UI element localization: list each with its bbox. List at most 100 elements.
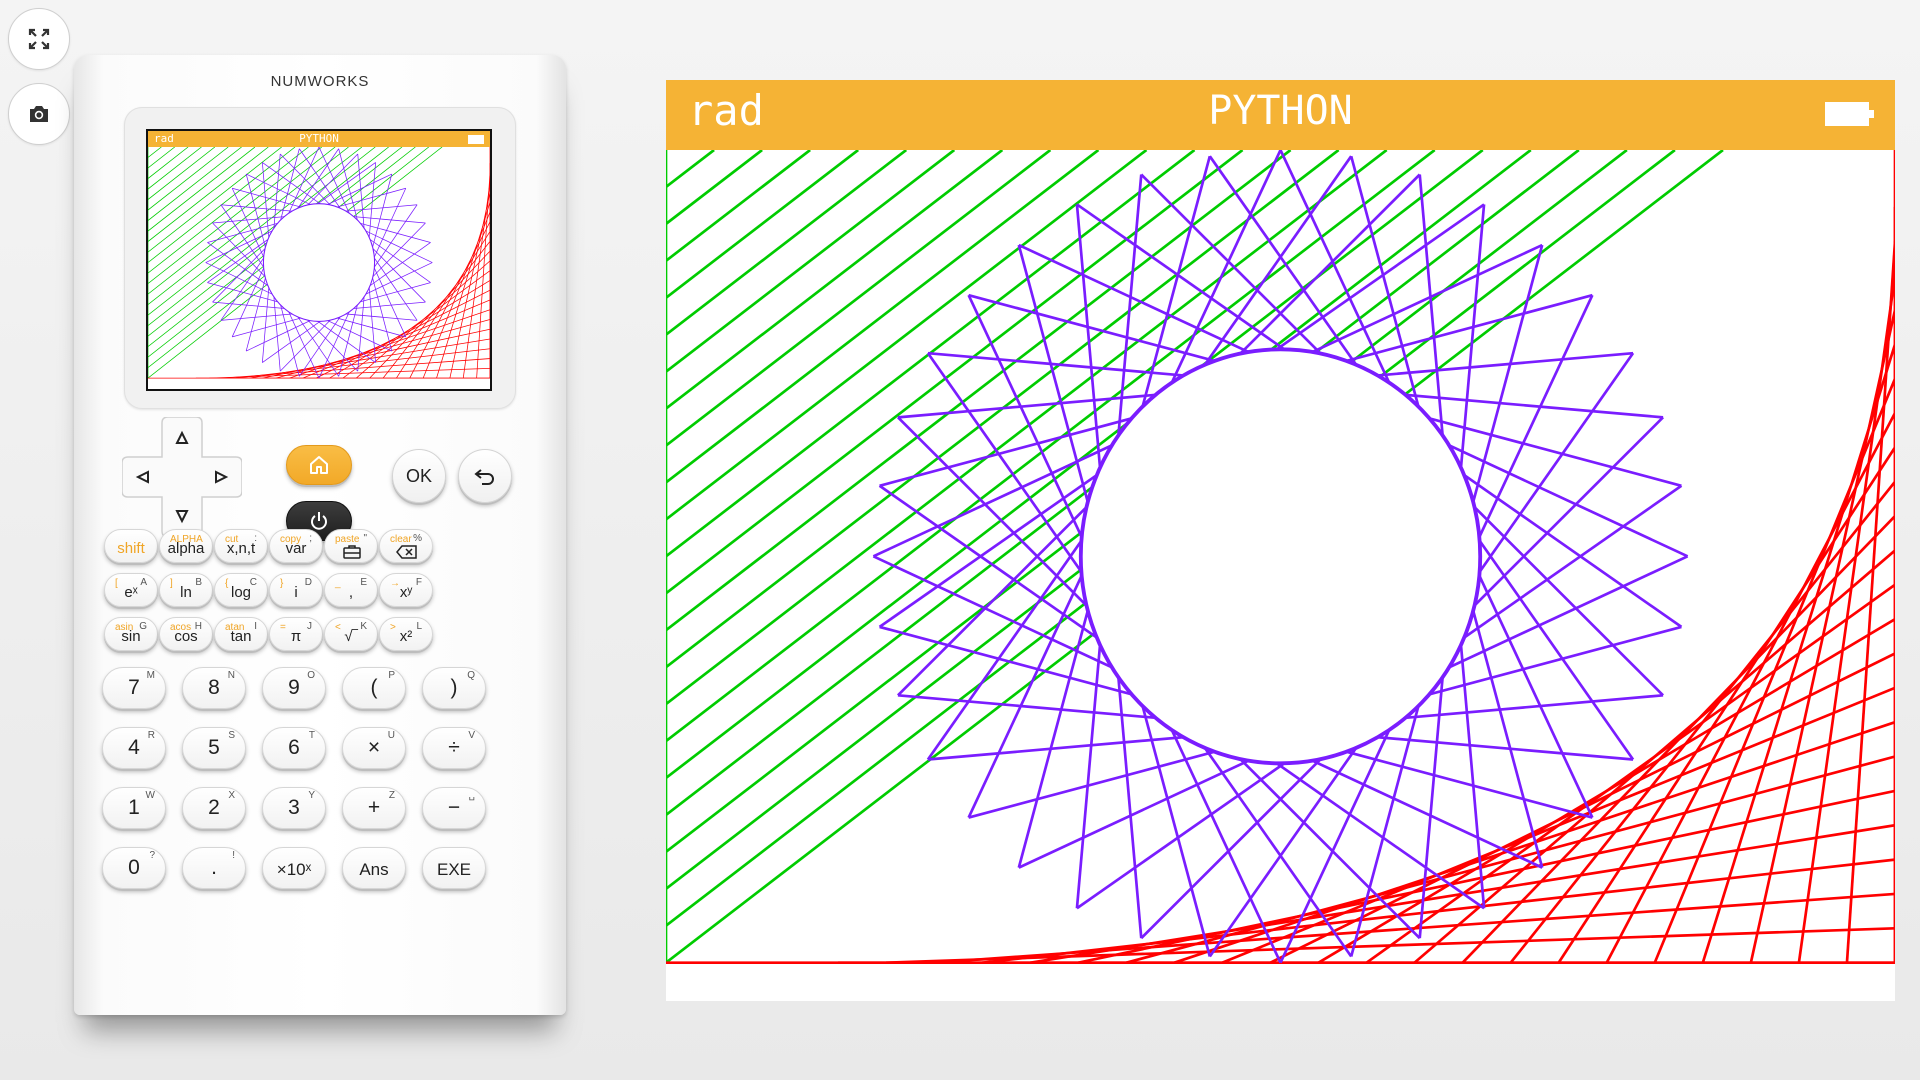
key-alt-label: B bbox=[195, 577, 202, 588]
key-1-4[interactable]: _ E, bbox=[324, 573, 378, 607]
red-line bbox=[382, 241, 490, 379]
key-alt-label: P bbox=[388, 670, 395, 681]
key-alt-label: ; bbox=[309, 533, 312, 544]
green-line bbox=[666, 150, 1292, 632]
key-0-4[interactable]: paste " bbox=[324, 529, 378, 563]
ok-label: OK bbox=[405, 465, 432, 486]
calculator: NUMWORKS rad PYTHON OK bbox=[74, 55, 566, 1015]
toolbox-icon bbox=[343, 545, 361, 559]
brand-label: NUMWORKS bbox=[270, 73, 370, 90]
green-line bbox=[666, 150, 956, 373]
num-key-3-1[interactable]: !. bbox=[182, 847, 246, 889]
red-line bbox=[1461, 515, 1895, 964]
num-key-3-4[interactable]: EXE bbox=[422, 847, 486, 889]
key-main-label: 8 bbox=[208, 676, 220, 699]
home-button[interactable] bbox=[286, 445, 352, 485]
num-key-3-3[interactable]: Ans bbox=[342, 847, 406, 889]
key-sec-label: ] bbox=[170, 578, 173, 589]
key-main-label: 9 bbox=[288, 676, 300, 699]
num-key-3-2[interactable]: ×10ˣ bbox=[262, 847, 326, 889]
num-key-2-3[interactable]: Z + bbox=[342, 787, 406, 829]
red-line bbox=[369, 250, 490, 379]
num-key-0-3[interactable]: P( bbox=[342, 667, 406, 709]
key-sec-label: [ bbox=[115, 578, 118, 589]
power-icon bbox=[311, 512, 327, 530]
green-line bbox=[666, 150, 1004, 410]
key-main-label: sin bbox=[121, 628, 141, 645]
key-main-label: x,n,t bbox=[226, 540, 256, 557]
green-line bbox=[666, 150, 811, 262]
fullscreen-button[interactable] bbox=[8, 8, 70, 70]
key-0-2[interactable]: cut: x,n,t bbox=[214, 529, 268, 563]
dpad[interactable] bbox=[121, 416, 243, 538]
key-alt-label: H bbox=[194, 621, 202, 632]
key-0-5[interactable]: clear% bbox=[379, 529, 433, 563]
backspace-icon bbox=[396, 545, 417, 559]
key-2-4[interactable]: < K √‾ bbox=[324, 617, 378, 651]
red-line bbox=[342, 270, 490, 379]
key-main-label: ×10ˣ bbox=[276, 860, 312, 879]
home-icon bbox=[310, 456, 328, 474]
key-main-label: ( bbox=[370, 676, 378, 699]
num-key-0-4[interactable]: Q) bbox=[422, 667, 486, 709]
num-key-2-4[interactable]: ␣ − bbox=[422, 787, 486, 829]
key-alt-label: Q bbox=[467, 670, 475, 681]
key-alt-label: Z bbox=[388, 790, 395, 801]
key-main-label: EXE bbox=[436, 860, 472, 879]
back-button[interactable] bbox=[458, 449, 512, 503]
green-line bbox=[148, 147, 175, 169]
key-main-label: ÷ bbox=[448, 736, 460, 759]
center-circle bbox=[262, 203, 376, 322]
app-title: PYTHON bbox=[1208, 88, 1353, 134]
green-line bbox=[148, 147, 309, 274]
key-0-0[interactable]: shift bbox=[104, 529, 158, 563]
red-line bbox=[476, 172, 490, 379]
key-main-label: eˣ bbox=[124, 584, 138, 601]
red-line bbox=[396, 231, 490, 379]
battery-icon bbox=[1825, 102, 1874, 126]
green-line bbox=[666, 150, 1436, 743]
red-line bbox=[1701, 343, 1895, 964]
key-main-label: Ans bbox=[359, 860, 389, 879]
key-main-label: × bbox=[367, 736, 381, 759]
green-line bbox=[148, 147, 323, 284]
num-key-1-4[interactable]: V ÷ bbox=[422, 727, 486, 769]
key-alt-label: W bbox=[145, 790, 155, 801]
key-0-1[interactable]: ALPHA alpha bbox=[159, 529, 213, 563]
screenshot-button[interactable] bbox=[8, 83, 70, 145]
key-main-label: 7 bbox=[128, 676, 140, 699]
green-line bbox=[148, 147, 162, 158]
mini-angle-mode: rad bbox=[154, 132, 174, 145]
key-sec-label: ALPHA bbox=[170, 534, 203, 545]
key-0-3[interactable]: copy; var bbox=[269, 529, 323, 563]
key-main-label: − bbox=[447, 796, 461, 819]
num-key-1-3[interactable]: U × bbox=[342, 727, 406, 769]
key-alt-label: V bbox=[468, 730, 475, 741]
key-sec-label: _ bbox=[335, 578, 341, 589]
ok-button[interactable]: OK bbox=[392, 449, 446, 503]
green-line bbox=[666, 150, 1388, 706]
arrow-right-icon bbox=[215, 470, 229, 484]
key-main-label: √‾ bbox=[344, 628, 358, 645]
key-main-label: 0 bbox=[128, 856, 140, 879]
num-key-3-0[interactable]: ? 0 bbox=[102, 847, 166, 889]
